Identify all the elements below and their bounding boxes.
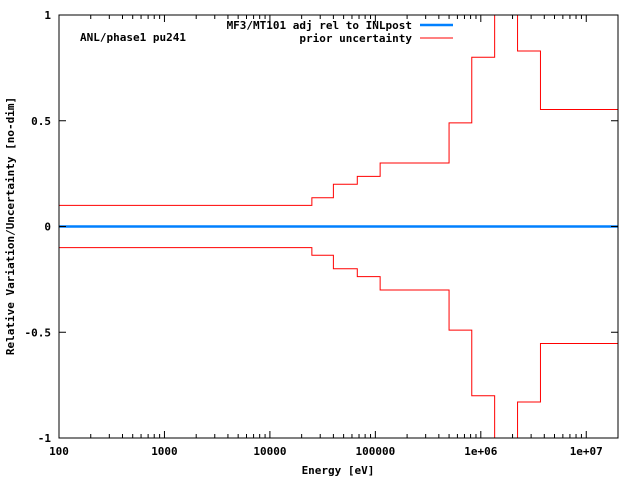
- x-tick-label: 100000: [355, 445, 395, 458]
- x-tick-label: 10000: [253, 445, 286, 458]
- y-tick-label: 0.5: [31, 115, 51, 128]
- x-tick-label: 1e+07: [570, 445, 603, 458]
- x-tick-label: 100: [49, 445, 69, 458]
- legend-label-1: prior uncertainty: [299, 32, 412, 45]
- prior-uncertainty-lower: [59, 247, 618, 438]
- legend-label-0: MF3/MT101 adj rel to INLpost: [227, 19, 412, 32]
- x-axis-label: Energy [eV]: [302, 464, 375, 477]
- annotation-label: ANL/phase1 pu241: [80, 31, 186, 44]
- y-axis-label: Relative Variation/Uncertainty [no-dim]: [4, 97, 17, 355]
- x-tick-label: 1000: [151, 445, 178, 458]
- x-tick-label: 1e+06: [464, 445, 497, 458]
- y-tick-label: -0.5: [25, 326, 52, 339]
- y-tick-label: 1: [44, 9, 51, 22]
- prior-uncertainty-upper: [59, 15, 618, 206]
- y-tick-label: 0: [44, 221, 51, 234]
- y-tick-label: -1: [38, 432, 52, 445]
